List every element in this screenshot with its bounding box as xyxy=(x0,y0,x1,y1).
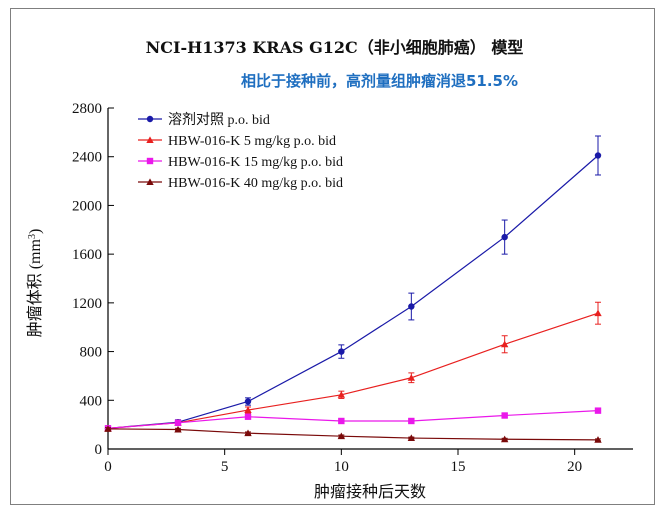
data-point xyxy=(104,425,112,432)
legend-item: 溶剂对照 p.o. bid xyxy=(138,112,270,128)
data-point xyxy=(594,309,602,317)
axes xyxy=(107,107,633,455)
legend-label: HBW-016-K 15 mg/kg p.o. bid xyxy=(168,155,343,170)
y-tick-label: 0 xyxy=(95,442,103,458)
legend-label: HBW-016-K 5 mg/kg p.o. bid xyxy=(168,134,336,149)
x-tick-label: 5 xyxy=(221,459,229,475)
x-tick-label: 15 xyxy=(451,459,466,475)
data-point xyxy=(594,152,602,159)
data-point xyxy=(244,398,252,405)
series xyxy=(104,425,602,443)
tick-labels: 0 400 800 1200 1600 2000 2400 2800 0 5 10 15 20 xyxy=(72,101,582,475)
x-tick-label: 20 xyxy=(567,459,582,475)
data-point xyxy=(244,429,252,437)
data-point xyxy=(594,436,602,443)
data-point xyxy=(244,406,252,413)
data-point xyxy=(594,407,602,414)
legend-label: HBW-016-K 40 mg/kg p.o. bid xyxy=(168,176,343,191)
y-tick-label: 400 xyxy=(80,393,103,409)
legend: 溶剂对照 p.o. bid HBW-016-K 5 mg/kg p.o. bid H… xyxy=(138,112,343,191)
x-axis-label: 肿瘤接种后天数 xyxy=(314,483,426,501)
data-point xyxy=(407,434,416,441)
x-tick-label: 10 xyxy=(334,459,349,475)
data-point xyxy=(501,233,508,241)
data-point xyxy=(500,435,509,443)
legend-item: HBW-016-K 5 mg/kg p.o. bid xyxy=(138,134,336,149)
data-point xyxy=(174,419,182,427)
y-tick-label: 1200 xyxy=(72,296,102,312)
series xyxy=(104,301,602,432)
data-point xyxy=(338,417,345,425)
y-tick-label: 1600 xyxy=(72,247,102,263)
series xyxy=(104,407,602,432)
data-point xyxy=(146,115,154,123)
y-tick-label: 2800 xyxy=(72,101,102,117)
y-tick-label: 2400 xyxy=(72,150,102,166)
series-layer xyxy=(104,135,602,443)
data-point xyxy=(407,374,416,381)
data-point xyxy=(146,136,154,143)
legend-label: 溶剂对照 p.o. bid xyxy=(168,112,270,128)
data-point xyxy=(174,425,182,433)
data-point xyxy=(337,391,346,398)
y-axis-label: 肿瘤体积 (mm3) xyxy=(26,229,44,338)
data-point xyxy=(500,340,509,348)
chart-title: NCI-H1373 KRAS G12C（非小细胞肺癌） 模型 xyxy=(145,38,524,57)
data-point xyxy=(146,178,154,185)
x-tick-label: 0 xyxy=(104,459,112,475)
series-line xyxy=(107,312,599,429)
chart-subtitle: 相比于接种前，高剂量组肿瘤消退51.5% xyxy=(240,72,519,90)
y-tick-label: 800 xyxy=(80,345,103,361)
legend-item: HBW-016-K 40 mg/kg p.o. bid xyxy=(138,176,343,191)
series-line xyxy=(107,428,599,441)
data-point xyxy=(338,348,345,355)
legend-item: HBW-016-K 15 mg/kg p.o. bid xyxy=(138,155,343,170)
data-point xyxy=(146,157,154,165)
y-tick-label: 2000 xyxy=(72,198,102,214)
data-point xyxy=(337,432,346,440)
data-point xyxy=(408,303,415,310)
chart-frame xyxy=(10,8,655,505)
data-point xyxy=(501,412,508,419)
data-point xyxy=(244,413,252,420)
series-line xyxy=(107,155,599,429)
data-point xyxy=(408,417,415,425)
